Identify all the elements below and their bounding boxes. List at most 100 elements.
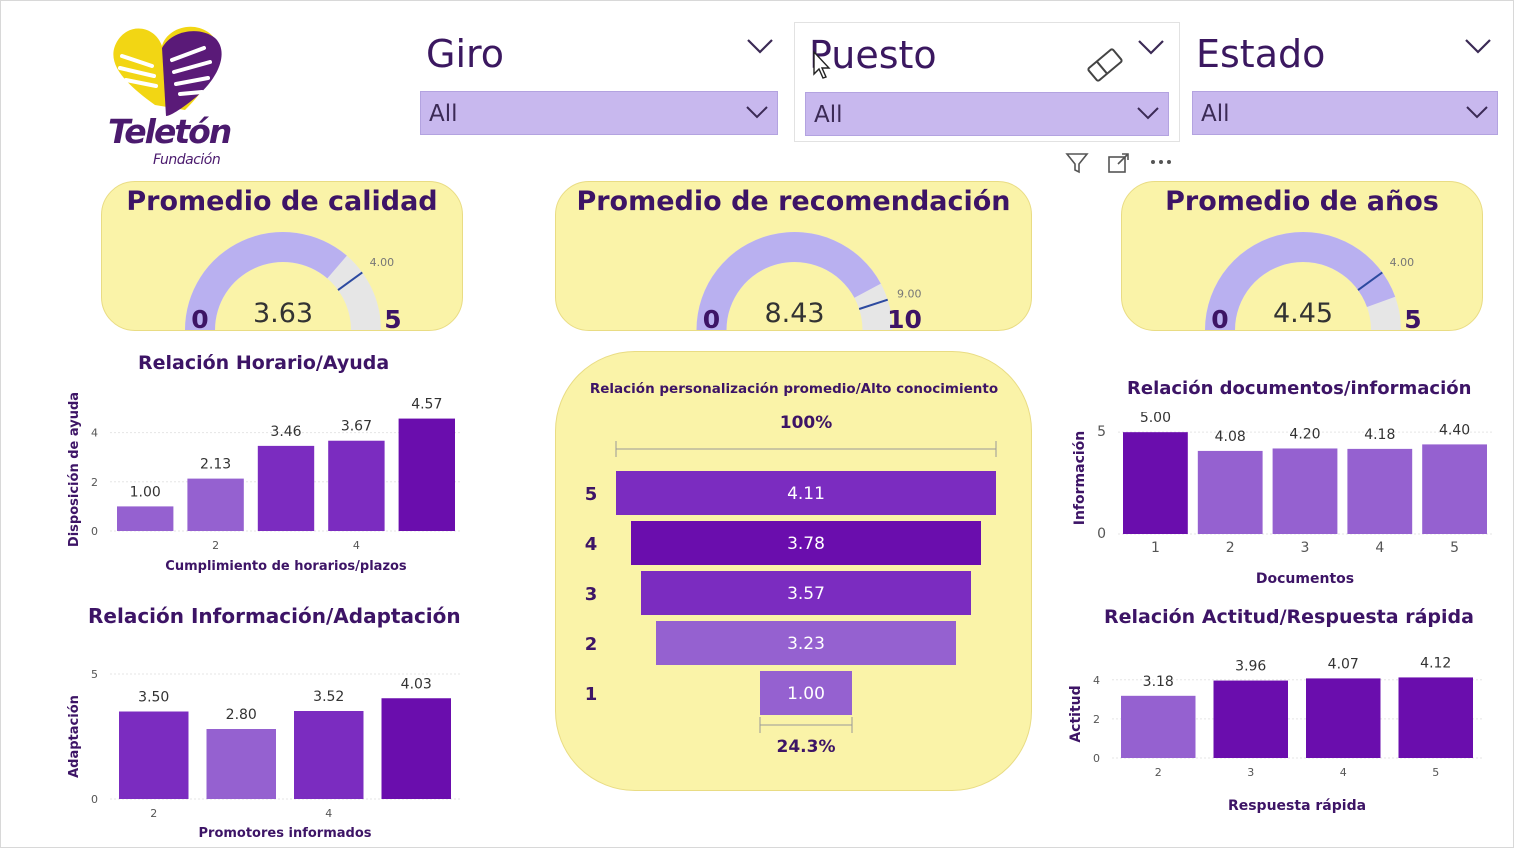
gauge-card-recomendacion[interactable]: Promedio de recomendación 9.00 8.43 0 10 (555, 181, 1032, 332)
gauge-recomendacion: 9.00 8.43 0 10 (696, 232, 922, 332)
bar (381, 698, 451, 799)
gauge-target-line (337, 271, 363, 291)
logo-subtitle: Fundación (153, 152, 221, 168)
y-axis-title: Disposición de ayuda (67, 392, 82, 547)
x-tick-label: 2 (212, 539, 219, 552)
gauge-max-label: 10 (887, 305, 922, 332)
data-label: 3.52 (313, 689, 344, 705)
data-label: 3.96 (1235, 659, 1266, 675)
bar (1306, 678, 1381, 758)
x-axis-title: Promotores informados (199, 826, 372, 841)
funnel-bar (631, 521, 981, 565)
bar (1347, 448, 1413, 534)
y-tick-label: 4 (91, 427, 98, 440)
gauge-value-fill (1205, 231, 1396, 330)
bar (1123, 432, 1188, 534)
y-axis-title: Adaptación (67, 695, 82, 778)
bar-chart-actitud[interactable]: 0 2 4 3.18 2 3.96 3 4.07 4 4.12 5 Respuesta rápida A… (1062, 650, 1502, 822)
funnel-category-label: 2 (585, 634, 598, 655)
gauge-min-label: 0 (1211, 305, 1228, 332)
data-label: 4.03 (401, 676, 432, 692)
funnel-value-label: 3.57 (787, 584, 825, 604)
chevron-down-icon (1466, 106, 1488, 119)
x-axis-title: Documentos (1256, 571, 1354, 587)
y-tick-label: 4 (1093, 674, 1100, 687)
funnel-card[interactable]: Relación personalización promedio/Alto c… (555, 351, 1032, 791)
x-tick-label: 2 (1226, 540, 1235, 556)
teleton-heart-logo-icon (113, 26, 222, 116)
giro-slicer-title: Giro (426, 32, 505, 76)
gauge-card-calidad[interactable]: Promedio de calidad 4.00 3.63 0 5 (101, 181, 463, 332)
visual-header-toolbar (1064, 150, 1176, 176)
chart-title-informacion: Relación Información/Adaptación (88, 604, 461, 628)
y-tick-label: 5 (91, 668, 98, 681)
funnel-bar (641, 571, 971, 615)
chart-title-documentos: Relación documentos/información (1127, 378, 1472, 399)
funnel-value-label: 3.78 (787, 534, 825, 554)
bar (206, 729, 276, 799)
bar (1422, 444, 1487, 534)
puesto-dropdown[interactable]: All (805, 92, 1169, 136)
y-tick-label: 5 (1097, 424, 1106, 440)
bar (398, 418, 455, 531)
y-tick-label: 0 (91, 525, 98, 538)
bar (1398, 677, 1473, 758)
funnel-value-label: 1.00 (787, 684, 825, 704)
y-tick-label: 2 (91, 476, 98, 489)
data-label: 2.80 (226, 707, 257, 723)
clear-selections-eraser-icon[interactable] (1083, 47, 1127, 83)
funnel-bar (656, 621, 956, 665)
gauge-target-line (1357, 271, 1383, 291)
data-label: 4.08 (1215, 429, 1246, 445)
chart-title-horario: Relación Horario/Ayuda (138, 352, 390, 374)
bar-chart-horario[interactable]: 0 2 4 1.00 2.13 2 3.46 3.67 4 4.57 Cumplimiento de… (60, 388, 480, 588)
x-tick-label: 4 (325, 807, 332, 820)
data-label: 2.13 (200, 457, 231, 473)
y-tick-label: 0 (1097, 526, 1106, 542)
x-tick-label: 2 (150, 807, 157, 820)
chevron-down-icon[interactable] (1464, 36, 1492, 56)
x-tick-label: 4 (1375, 540, 1384, 556)
bar (1121, 695, 1196, 758)
bar-chart-informacion[interactable]: 0 5 3.50 2 2.80 3.52 4 4.03 Promotores informado… (60, 660, 480, 846)
focus-mode-icon[interactable] (1106, 150, 1132, 176)
bar (187, 478, 244, 531)
more-options-icon[interactable] (1148, 150, 1174, 176)
x-tick-label: 5 (1450, 540, 1459, 556)
chevron-down-icon (1137, 107, 1159, 120)
data-label: 1.00 (130, 484, 161, 500)
gauge-card-anos[interactable]: Promedio de años 4.00 4.45 0 5 (1121, 181, 1483, 332)
funnel-category-label: 4 (585, 534, 598, 555)
funnel-category-label: 5 (585, 484, 598, 505)
chart-title-actitud: Relación Actitud/Respuesta rápida (1104, 606, 1474, 628)
chevron-down-icon[interactable] (746, 36, 774, 56)
funnel-bottom-label: 24.3% (777, 737, 836, 757)
gauge-max-label: 5 (1404, 305, 1421, 332)
estado-slicer[interactable]: Estado All (1190, 22, 1500, 140)
bar-chart-documentos[interactable]: 0 5 5.00 1 4.08 2 4.20 3 4.18 4 4.40 5 Documentos Inf… (1062, 412, 1502, 592)
filter-icon[interactable] (1064, 150, 1090, 176)
puesto-slicer[interactable]: Puesto All (794, 22, 1180, 142)
mouse-pointer-icon (813, 50, 831, 79)
giro-dropdown[interactable]: All (420, 91, 778, 135)
giro-slicer[interactable]: Giro All (420, 22, 782, 140)
gauge-min-label: 0 (191, 305, 208, 332)
y-tick-label: 0 (1093, 752, 1100, 765)
puesto-selected-value: All (814, 102, 843, 128)
estado-dropdown[interactable]: All (1192, 91, 1498, 135)
x-axis-title: Respuesta rápida (1228, 798, 1366, 814)
y-axis-title: Información (1072, 431, 1088, 526)
giro-selected-value: All (429, 101, 458, 127)
gauge-calidad: 4.00 3.63 0 5 (185, 232, 402, 332)
gauge-min-label: 0 (703, 305, 720, 332)
x-tick-label: 3 (1301, 540, 1310, 556)
data-label: 4.40 (1439, 422, 1470, 438)
bar (294, 711, 364, 799)
x-tick-label: 5 (1432, 766, 1439, 779)
x-tick-label: 1 (1151, 540, 1160, 556)
gauge-target-label: 4.00 (1390, 256, 1415, 269)
x-tick-label: 3 (1247, 766, 1254, 779)
data-label: 3.18 (1143, 674, 1174, 690)
chevron-down-icon[interactable] (1137, 37, 1165, 57)
gauge-target-label: 4.00 (370, 256, 395, 269)
